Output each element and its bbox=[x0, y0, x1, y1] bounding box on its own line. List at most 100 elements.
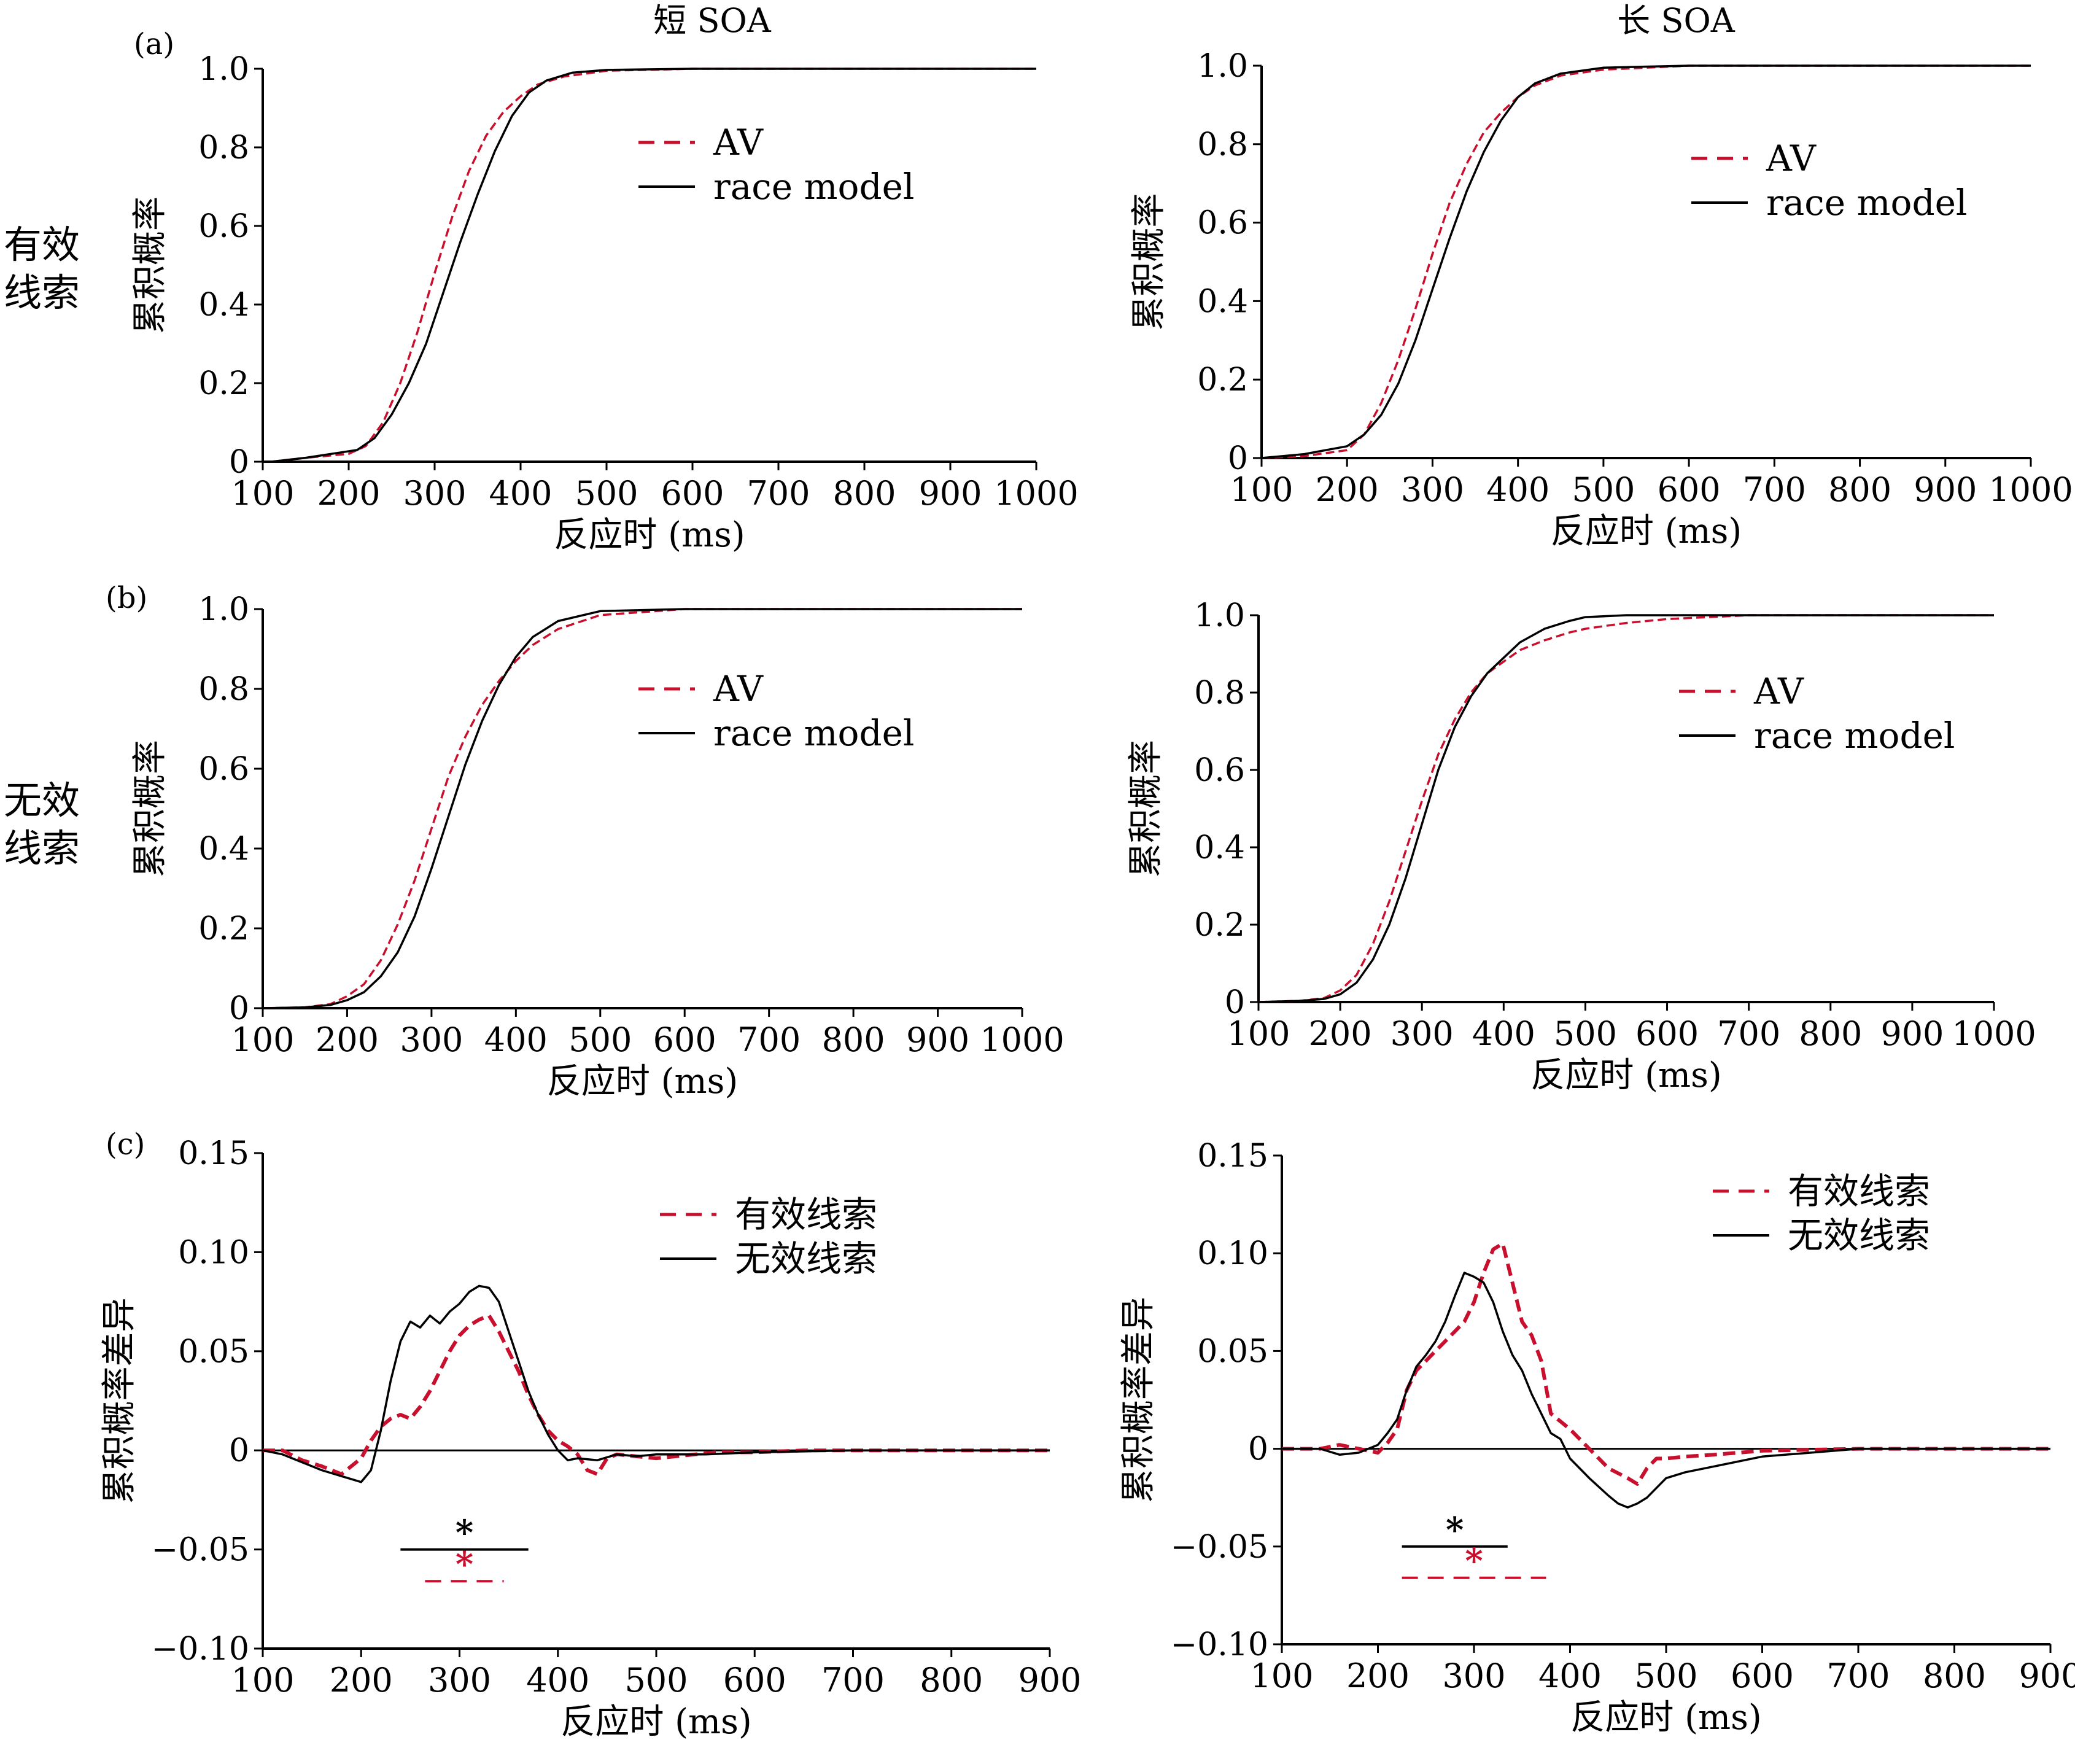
x-tick-label: 400 bbox=[1486, 470, 1549, 509]
y-tick-label: 0.6 bbox=[198, 208, 249, 245]
x-axis-label: 反应时 (ms) bbox=[1530, 1055, 1721, 1095]
x-axis-label: 反应时 (ms) bbox=[560, 1702, 751, 1742]
chart-c-long-soa: −0.10 −0.05 0 0.05 0.10 0.15 100 200 300 400 500 60… bbox=[1119, 1138, 2075, 1738]
x-tick-label: 600 bbox=[723, 1661, 786, 1700]
y-tick-label: 1.0 bbox=[1197, 48, 1248, 85]
x-tick-label: 200 bbox=[317, 474, 380, 513]
x-tick-label: 300 bbox=[1390, 1014, 1454, 1053]
y-tick-label: 0.10 bbox=[178, 1234, 249, 1271]
series-line-dashed bbox=[262, 608, 1022, 1009]
x-tick-label: 600 bbox=[1731, 1657, 1794, 1695]
chart-c-short-soa: −0.10 −0.05 0 0.05 0.10 0.15 100 200 300 400 500 60… bbox=[99, 1135, 1082, 1742]
x-tick-label: 900 bbox=[1880, 1014, 1944, 1053]
x-tick-label: 700 bbox=[737, 1020, 801, 1059]
legend-label: AV bbox=[1753, 670, 1804, 712]
y-tick-label: 0.6 bbox=[198, 751, 249, 788]
x-tick-label: 200 bbox=[1309, 1014, 1372, 1053]
row-header-invalid-cue: 无效 线索 bbox=[4, 778, 80, 871]
x-tick-label: 300 bbox=[1442, 1657, 1505, 1695]
legend-label: AV bbox=[713, 668, 764, 710]
series-line-solid bbox=[262, 608, 1022, 1009]
significance-star: * bbox=[1446, 1510, 1464, 1550]
row-header-valid-line2: 线索 bbox=[4, 270, 80, 315]
y-tick-label: 0.4 bbox=[1194, 830, 1245, 866]
y-tick-label: 0.05 bbox=[1197, 1333, 1268, 1370]
x-tick-label: 300 bbox=[1401, 470, 1464, 509]
x-axis-label: 反应时 (ms) bbox=[1570, 1698, 1761, 1738]
column-header-short-soa: 短 SOA bbox=[653, 1, 771, 40]
legend-label: race model bbox=[713, 166, 914, 208]
y-tick-label: 0.4 bbox=[1197, 283, 1248, 320]
x-tick-label: 1000 bbox=[1988, 470, 2073, 509]
x-tick-label: 100 bbox=[1250, 1657, 1313, 1695]
legend-label: 有效线索 bbox=[1788, 1170, 1930, 1212]
y-tick-label: 0.8 bbox=[198, 130, 249, 166]
column-header-long-soa: 长 SOA bbox=[1617, 1, 1735, 40]
x-tick-label: 600 bbox=[1635, 1014, 1699, 1053]
x-tick-label: 100 bbox=[231, 474, 294, 513]
row-header-valid-cue: 有效 线索 bbox=[4, 222, 80, 315]
y-tick-label: 0.05 bbox=[178, 1334, 249, 1370]
x-tick-label: 100 bbox=[231, 1661, 294, 1700]
x-tick-label: 800 bbox=[832, 474, 896, 513]
chart-b-long-soa: 0 0.2 0.4 0.6 0.8 1.0 100 200 300 400 500 600 700 800… bbox=[1126, 597, 2036, 1095]
series-line-solid bbox=[1258, 614, 1994, 1003]
y-axis-label: 累积概率 bbox=[1129, 193, 1169, 331]
y-tick-label: 1.0 bbox=[198, 591, 249, 628]
x-tick-label: 900 bbox=[1914, 470, 1977, 509]
y-axis-label: 累积概率 bbox=[130, 740, 170, 877]
y-tick-label: 0.8 bbox=[1197, 126, 1248, 163]
x-tick-label: 200 bbox=[330, 1661, 393, 1700]
y-tick-label: 0 bbox=[1225, 984, 1245, 1021]
y-tick-label: 0.2 bbox=[1194, 907, 1245, 944]
x-tick-label: 700 bbox=[1743, 470, 1806, 509]
panel-letter-c: (c) bbox=[106, 1127, 145, 1162]
y-tick-label: 1.0 bbox=[198, 51, 249, 88]
legend-label: AV bbox=[713, 122, 764, 163]
significance-star: * bbox=[456, 1513, 473, 1553]
y-tick-label: −0.05 bbox=[152, 1532, 249, 1569]
legend-label: race model bbox=[713, 712, 914, 754]
x-tick-label: 500 bbox=[1634, 1657, 1697, 1695]
chart-b-short-soa: 0 0.2 0.4 0.6 0.8 1.0 100 200 300 400 500 600 700 800… bbox=[130, 591, 1065, 1102]
y-tick-label: 0.6 bbox=[1194, 752, 1245, 789]
x-tick-label: 1000 bbox=[994, 474, 1078, 513]
x-tick-label: 300 bbox=[403, 474, 466, 513]
x-tick-label: 600 bbox=[653, 1020, 716, 1059]
series-line-solid bbox=[1261, 64, 2031, 459]
x-tick-label: 1000 bbox=[980, 1020, 1064, 1059]
x-tick-label: 500 bbox=[624, 1661, 688, 1700]
x-tick-label: 500 bbox=[568, 1020, 632, 1059]
x-axis-label: 反应时 (ms) bbox=[554, 515, 745, 555]
x-tick-label: 800 bbox=[1828, 470, 1891, 509]
panel-letter-a: (a) bbox=[134, 27, 174, 61]
x-tick-label: 1000 bbox=[1952, 1014, 2036, 1053]
x-tick-label: 800 bbox=[822, 1020, 885, 1059]
x-tick-label: 700 bbox=[1826, 1657, 1890, 1695]
x-tick-label: 400 bbox=[1538, 1657, 1602, 1695]
y-tick-label: 0.2 bbox=[198, 365, 249, 402]
x-tick-label: 100 bbox=[231, 1020, 294, 1059]
row-header-invalid-line1: 无效 bbox=[4, 778, 80, 823]
x-tick-label: 900 bbox=[2019, 1657, 2075, 1695]
panel-letter-b: (b) bbox=[106, 581, 147, 615]
x-tick-label: 400 bbox=[489, 474, 552, 513]
x-tick-label: 800 bbox=[1923, 1657, 1986, 1695]
chart-a-short-soa: 0 0.2 0.4 0.6 0.8 1.0 100 200 300 400 500 600 700 800… bbox=[130, 51, 1079, 555]
y-tick-label: 0 bbox=[229, 444, 249, 481]
x-tick-label: 900 bbox=[1018, 1661, 1081, 1700]
y-tick-label: 0.4 bbox=[198, 831, 249, 868]
y-tick-label: 0.15 bbox=[178, 1135, 249, 1172]
series-line-solid bbox=[1282, 1272, 2050, 1509]
y-tick-label: 0.8 bbox=[1194, 675, 1245, 712]
legend-label: race model bbox=[1766, 182, 1967, 223]
legend-label: 有效线索 bbox=[735, 1194, 877, 1235]
x-tick-label: 200 bbox=[1346, 1657, 1410, 1695]
legend-label: 无效线索 bbox=[735, 1238, 877, 1280]
y-tick-label: −0.10 bbox=[152, 1631, 249, 1668]
x-tick-label: 400 bbox=[1472, 1014, 1535, 1053]
y-tick-label: 0.15 bbox=[1197, 1138, 1268, 1175]
chart-a-long-soa: 0 0.2 0.4 0.6 0.8 1.0 100 200 300 400 500 600 700 800… bbox=[1129, 48, 2073, 551]
legend-label: 无效线索 bbox=[1788, 1214, 1930, 1256]
